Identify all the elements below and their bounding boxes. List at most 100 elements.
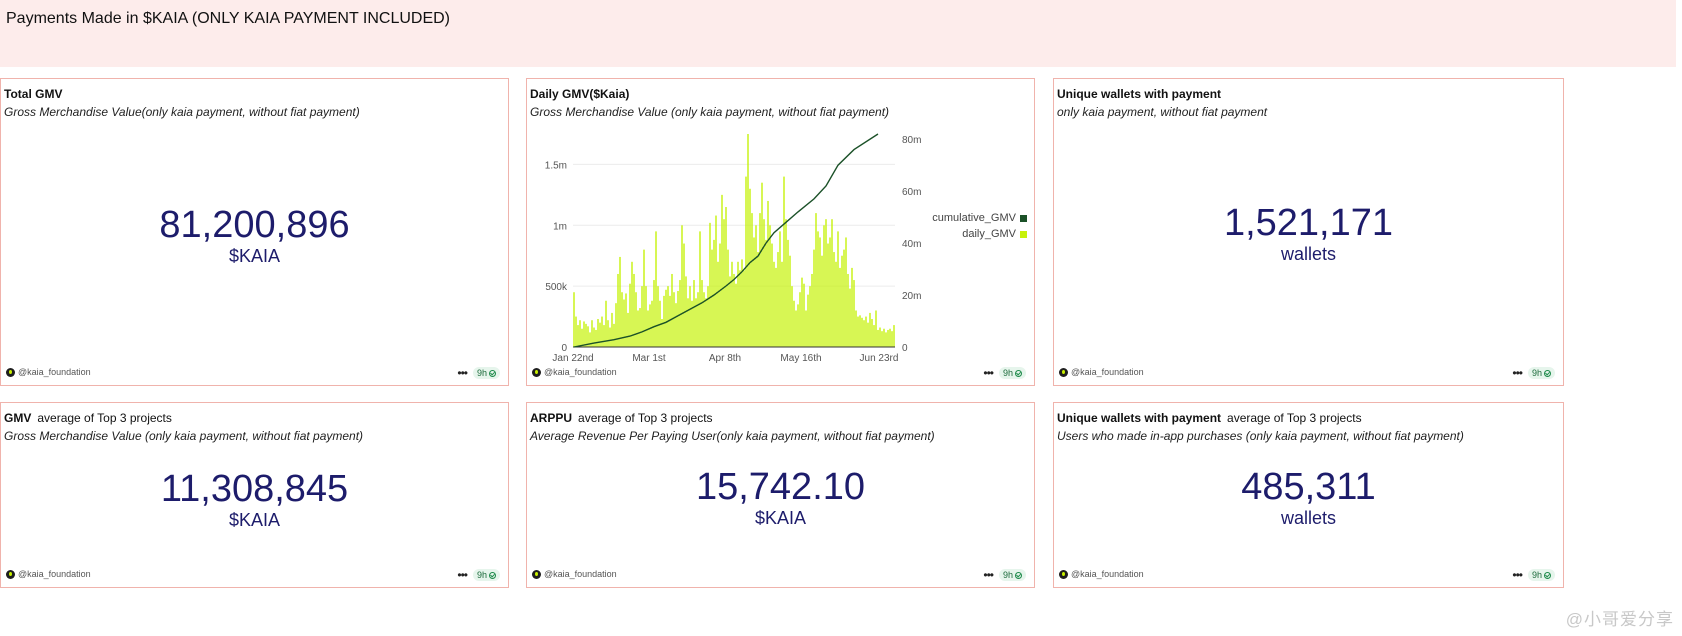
bar[interactable] (777, 252, 779, 347)
bar[interactable] (751, 213, 753, 347)
bar[interactable] (717, 261, 719, 347)
more-options-icon[interactable]: ••• (983, 366, 994, 380)
bar[interactable] (621, 292, 623, 347)
bar[interactable] (861, 317, 863, 347)
bar[interactable] (749, 188, 751, 347)
bar[interactable] (761, 182, 763, 347)
bar[interactable] (631, 261, 633, 347)
bar[interactable] (833, 252, 835, 347)
bar[interactable] (763, 219, 765, 347)
author-name[interactable]: @kaia_foundation (1071, 569, 1144, 579)
bar[interactable] (741, 259, 743, 347)
bar[interactable] (703, 292, 705, 347)
card-title[interactable]: Daily GMV($Kaia) (530, 87, 630, 101)
bar[interactable] (837, 231, 839, 347)
bar[interactable] (673, 292, 675, 347)
bar[interactable] (675, 303, 677, 347)
bar[interactable] (769, 225, 771, 347)
bar[interactable] (865, 316, 867, 347)
author[interactable]: @kaia_foundation (6, 367, 91, 377)
refresh-badge[interactable]: 9h (998, 569, 1026, 581)
bar[interactable] (737, 261, 739, 347)
bar[interactable] (667, 286, 669, 347)
bar[interactable] (809, 286, 811, 347)
bar[interactable] (715, 215, 717, 347)
bar[interactable] (687, 298, 689, 347)
bar[interactable] (779, 231, 781, 347)
bar[interactable] (791, 286, 793, 347)
bar[interactable] (711, 249, 713, 347)
bar[interactable] (863, 320, 865, 347)
bar[interactable] (855, 310, 857, 347)
bar[interactable] (679, 280, 681, 347)
bar[interactable] (823, 225, 825, 347)
bar[interactable] (767, 200, 769, 347)
bar[interactable] (765, 239, 767, 347)
bar[interactable] (729, 276, 731, 347)
author[interactable]: @kaia_foundation (1059, 367, 1144, 377)
bar[interactable] (593, 327, 595, 347)
bar[interactable] (867, 322, 869, 347)
bar[interactable] (827, 243, 829, 347)
bar[interactable] (689, 286, 691, 347)
bar[interactable] (627, 312, 629, 347)
bar[interactable] (577, 325, 579, 347)
bar[interactable] (671, 273, 673, 347)
wallets-top3-card[interactable]: Unique wallets with payment average of To… (1053, 402, 1564, 588)
bar[interactable] (629, 283, 631, 347)
bar[interactable] (811, 273, 813, 347)
bar[interactable] (849, 288, 851, 347)
bar[interactable] (591, 320, 593, 347)
bar[interactable] (721, 194, 723, 347)
bar[interactable] (889, 328, 891, 347)
bar[interactable] (583, 321, 585, 347)
bar[interactable] (587, 326, 589, 347)
bar[interactable] (831, 219, 833, 347)
bar[interactable] (707, 286, 709, 347)
daily-gmv-card[interactable]: Daily GMV($Kaia) Gross Merchandise Value… (526, 78, 1035, 386)
bar[interactable] (635, 292, 637, 347)
bar[interactable] (585, 323, 587, 347)
bar[interactable] (693, 280, 695, 347)
refresh-badge[interactable]: 9h (1527, 569, 1555, 581)
bar[interactable] (661, 319, 663, 347)
bar[interactable] (705, 298, 707, 347)
bar[interactable] (887, 329, 889, 347)
bar[interactable] (789, 255, 791, 347)
bar[interactable] (605, 300, 607, 347)
bar[interactable] (579, 320, 581, 347)
bar[interactable] (665, 289, 667, 347)
bar[interactable] (803, 283, 805, 347)
bar[interactable] (839, 267, 841, 347)
bar[interactable] (723, 219, 725, 347)
bar[interactable] (601, 316, 603, 347)
gmv-top3-card[interactable]: GMV average of Top 3 projects Gross Merch… (0, 402, 509, 588)
bar[interactable] (743, 270, 745, 347)
bar[interactable] (643, 249, 645, 347)
bar[interactable] (879, 327, 881, 347)
bar[interactable] (813, 249, 815, 347)
more-options-icon[interactable]: ••• (1512, 568, 1523, 582)
bar[interactable] (651, 300, 653, 347)
bar[interactable] (847, 273, 849, 347)
bar[interactable] (709, 222, 711, 347)
bar[interactable] (841, 255, 843, 347)
bar[interactable] (799, 292, 801, 347)
card-title[interactable]: Total GMV (4, 87, 63, 101)
total-gmv-card[interactable]: Total GMV Gross Merchandise Value(only k… (0, 78, 509, 386)
bar[interactable] (771, 243, 773, 347)
bar[interactable] (683, 243, 685, 347)
bar[interactable] (681, 225, 683, 347)
bar[interactable] (637, 310, 639, 347)
author-name[interactable]: @kaia_foundation (18, 569, 91, 579)
bar[interactable] (845, 237, 847, 347)
bar[interactable] (883, 328, 885, 347)
bar[interactable] (859, 315, 861, 347)
bar[interactable] (725, 207, 727, 347)
bar[interactable] (873, 325, 875, 347)
bar[interactable] (697, 292, 699, 347)
author[interactable]: @kaia_foundation (532, 367, 617, 377)
author[interactable]: @kaia_foundation (6, 569, 91, 579)
bar[interactable] (829, 237, 831, 347)
bar[interactable] (781, 261, 783, 347)
